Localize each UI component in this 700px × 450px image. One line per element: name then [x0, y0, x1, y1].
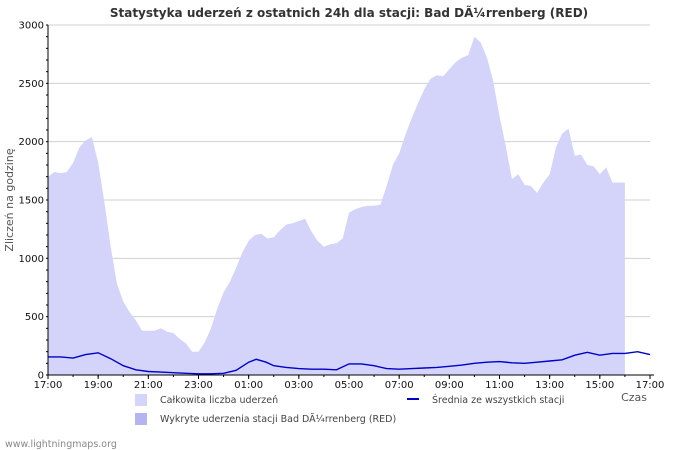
x-tick-label: 15:00 [585, 380, 614, 391]
total-strikes-area [48, 36, 625, 375]
legend: Całkowita liczba uderzeń Średnia ze wszys… [135, 394, 564, 425]
x-axis-label: Czas [621, 391, 647, 404]
y-tick-label: 2500 [19, 79, 44, 90]
footer-credit: www.lightningmaps.org [5, 439, 117, 450]
y-tick-label: 2000 [19, 137, 44, 148]
x-tick-label: 17:00 [636, 380, 665, 391]
legend-label: Wykryte uderzenia stacji Bad DÃ¼rrenberg… [160, 414, 396, 425]
legend-label: Całkowita liczba uderzeń [160, 395, 278, 406]
legend-label: Średnia ze wszystkich stacji [432, 394, 564, 406]
y-tick-label: 1000 [19, 254, 44, 265]
x-tick-label: 17:00 [34, 380, 63, 391]
legend-swatch [135, 394, 147, 406]
x-tick-label: 13:00 [535, 380, 564, 391]
data-series [48, 36, 651, 375]
x-tick-label: 09:00 [435, 380, 464, 391]
average-all-stations-line [48, 350, 651, 375]
x-tick-label: 05:00 [335, 380, 364, 391]
legend-swatch [135, 413, 147, 425]
axes: 0 500 1000 1500 2000 2500 3000 17:00 19:00 21:00 2… [19, 21, 665, 392]
x-tick-label: 19:00 [84, 380, 113, 391]
y-axis-label: Zliczeń na godzinę [3, 148, 16, 251]
x-tick-label: 07:00 [385, 380, 414, 391]
x-tick-label: 11:00 [485, 380, 514, 391]
y-tick-label: 1500 [19, 196, 44, 207]
x-tick-label: 23:00 [184, 380, 213, 391]
x-tick-label: 01:00 [234, 380, 263, 391]
y-tick-label: 0 [38, 371, 44, 382]
y-tick-label: 500 [25, 312, 44, 323]
x-tick-label: 03:00 [284, 380, 313, 391]
chart-title: Statystyka uderzeń z ostatnich 24h dla s… [110, 5, 588, 20]
y-tick-label: 3000 [19, 21, 44, 32]
x-tick-label: 21:00 [134, 380, 163, 391]
